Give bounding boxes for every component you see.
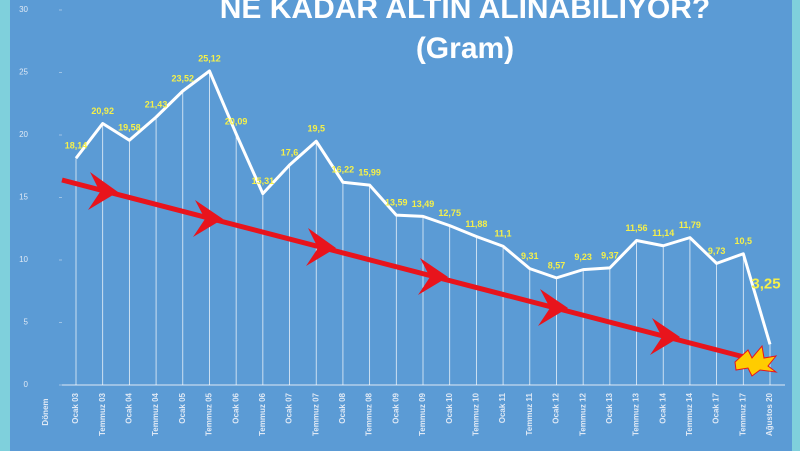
x-tick-label: Ocak 05 bbox=[178, 392, 187, 423]
x-tick-label: Temmuz 10 bbox=[471, 392, 480, 436]
x-tick-label: Ocak 09 bbox=[391, 392, 400, 423]
data-label: 15,31 bbox=[252, 176, 275, 186]
y-tick-label: 0 bbox=[24, 380, 29, 389]
x-tick-label: Ocak 13 bbox=[605, 392, 614, 423]
x-tick-label: Temmuz 14 bbox=[685, 392, 694, 436]
y-tick-label: 10 bbox=[19, 255, 28, 264]
data-label: 12,75 bbox=[438, 208, 461, 218]
x-tick-label: Ocak 17 bbox=[712, 392, 721, 423]
x-tick-label: Ocak 08 bbox=[338, 392, 347, 423]
x-tick-label: Temmuz 08 bbox=[365, 392, 374, 436]
data-label: 9,31 bbox=[521, 251, 539, 261]
data-label: 21,43 bbox=[145, 100, 168, 110]
x-tick-label: Temmuz 05 bbox=[205, 392, 214, 436]
x-tick-label: Ocak 04 bbox=[124, 392, 133, 423]
data-label: 11,79 bbox=[679, 220, 701, 230]
chart: 0 5 10 15 20 25 30 18,14 20,92 19,58 21,43 23,5225,… bbox=[0, 0, 800, 451]
y-tick-label: 30 bbox=[19, 5, 28, 14]
data-label: 20,09 bbox=[225, 116, 248, 126]
x-tick-label: Ocak 07 bbox=[285, 392, 294, 423]
data-label: 23,52 bbox=[172, 73, 195, 83]
data-label: 11,56 bbox=[626, 223, 648, 233]
x-tick-label: Temmuz 03 bbox=[98, 392, 107, 436]
left-stripe bbox=[0, 0, 10, 451]
data-label: 25,12 bbox=[198, 53, 221, 63]
x-tick-label: Temmuz 13 bbox=[632, 392, 641, 436]
right-stripe bbox=[792, 0, 800, 451]
x-tick-label: Temmuz 12 bbox=[578, 392, 587, 436]
data-label: 9,23 bbox=[574, 252, 592, 262]
x-tick-label: Ocak 11 bbox=[498, 392, 507, 423]
data-label: 13,59 bbox=[385, 198, 408, 208]
x-tick-label: Ocak 12 bbox=[552, 392, 561, 423]
data-label: 16,22 bbox=[332, 165, 355, 175]
x-tick-label: Ocak 10 bbox=[445, 392, 454, 423]
y-tick-label: 20 bbox=[19, 130, 28, 139]
data-label: 20,92 bbox=[91, 106, 114, 116]
y-tick-label: 5 bbox=[24, 318, 29, 327]
x-tick-label: Ocak 03 bbox=[71, 392, 80, 423]
data-label: 9,37 bbox=[601, 250, 619, 260]
x-tick-label: Ağustos 20 bbox=[765, 392, 774, 436]
data-label: 13,49 bbox=[412, 199, 435, 209]
data-label: 10,5 bbox=[735, 236, 753, 246]
data-label: 11,1 bbox=[495, 229, 512, 239]
data-label: 17,6 bbox=[281, 147, 299, 157]
x-tick-label: Temmuz 09 bbox=[418, 392, 427, 436]
x-tick-label: Temmuz 07 bbox=[311, 392, 320, 436]
x-tick-label: Temmuz 06 bbox=[258, 392, 267, 436]
chart-title: NE KADAR ALTIN ALINABILIYOR? bbox=[220, 0, 711, 25]
data-label: 3,25 bbox=[751, 275, 780, 292]
data-label: 9,73 bbox=[708, 246, 726, 256]
data-label: 11,88 bbox=[465, 219, 487, 229]
data-label: 11,14 bbox=[652, 228, 674, 238]
x-tick-label: Temmuz 17 bbox=[738, 392, 747, 436]
data-label: 8,57 bbox=[548, 260, 566, 270]
data-label: 19,58 bbox=[118, 123, 141, 133]
x-tick-label: Temmuz 04 bbox=[151, 392, 160, 436]
data-label: 18,14 bbox=[65, 141, 88, 151]
y-tick-label: 25 bbox=[19, 68, 28, 77]
data-label: 15,99 bbox=[358, 168, 381, 178]
data-label: 19,5 bbox=[307, 124, 325, 134]
x-tick-label: Temmuz 11 bbox=[525, 392, 534, 435]
x-tick-label: Ocak 06 bbox=[231, 392, 240, 423]
x-tick-label: Ocak 14 bbox=[658, 392, 667, 423]
y-tick-label: 15 bbox=[19, 193, 28, 202]
chart-subtitle: (Gram) bbox=[416, 32, 514, 65]
x-axis-label: Dönem bbox=[41, 398, 50, 425]
